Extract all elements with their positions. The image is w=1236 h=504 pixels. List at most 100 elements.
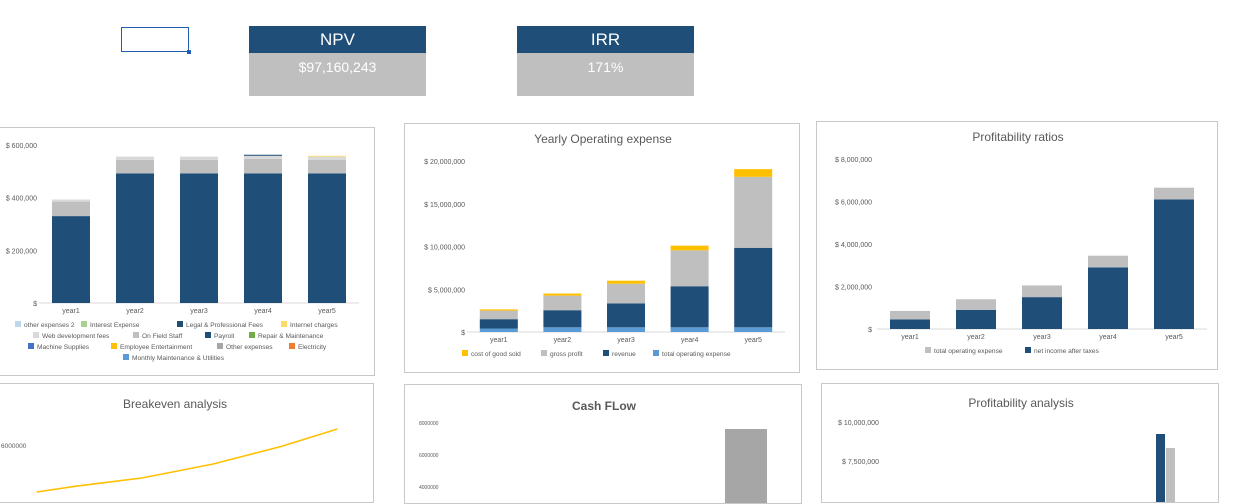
legend-label: Interest Expense — [90, 322, 140, 329]
legend-label: Electricity — [298, 344, 327, 351]
legend-label: Internet charges — [290, 322, 338, 329]
bar-segment — [52, 201, 90, 217]
y-tick-label: 4000000 — [419, 485, 439, 491]
legend-swatch — [249, 332, 255, 338]
analysis-chart-svg: Profitability analysis $ 10,000,000 $ 7,50… — [838, 396, 1175, 502]
npv-card: NPV $97,160,243 — [249, 26, 426, 96]
expenses-chart[interactable]: $ 600,000 $ 400,000 $ 200,000 $ year1 year2 ye… — [0, 127, 375, 376]
bar-segment — [479, 328, 518, 332]
bar-segment — [308, 173, 346, 303]
bar-segment — [479, 310, 518, 320]
legend-label: Other expenses — [226, 344, 273, 351]
legend-swatch — [289, 343, 295, 349]
bar-segment — [180, 173, 218, 303]
chart-title: Profitability ratios — [972, 130, 1063, 144]
bar-segment — [607, 280, 645, 284]
analysis-bar — [1156, 434, 1165, 502]
ratios-chart-svg: Profitability ratios $ 8,000,000 $ 6,000,0… — [835, 130, 1207, 355]
legend-swatch — [28, 343, 34, 349]
legend-label: Legal & Professional Fees — [186, 322, 264, 329]
legend-swatch — [111, 343, 117, 349]
bar-segment — [607, 283, 645, 304]
bar-segment — [116, 156, 154, 160]
legend-label: Web development fees — [42, 333, 110, 340]
legend-swatch — [15, 321, 21, 327]
legend-swatch — [133, 332, 139, 338]
legend-swatch — [1025, 347, 1031, 353]
bar-segment — [1088, 255, 1128, 268]
x-tick-label: year5 — [744, 337, 762, 344]
x-tick-label: year3 — [617, 337, 635, 344]
bar-segment — [1154, 199, 1194, 329]
legend-label: Employee Entertainment — [120, 344, 192, 351]
bar-segment — [670, 286, 709, 328]
x-tick-label: year4 — [1099, 334, 1117, 341]
bar-segment — [543, 293, 582, 296]
bar-segment — [479, 309, 518, 311]
bar-segment — [670, 327, 709, 332]
y-tick-label: $ 20,000,000 — [424, 159, 465, 166]
ratios-chart[interactable]: Profitability ratios $ 8,000,000 $ 6,000,0… — [816, 121, 1218, 370]
y-tick-label: $ 7,500,000 — [842, 459, 879, 466]
bar-segment — [180, 159, 218, 174]
irr-label: IRR — [517, 26, 694, 53]
expenses-chart-svg: $ 600,000 $ 400,000 $ 200,000 $ year1 year2 ye… — [6, 143, 359, 362]
y-tick-label: 6000000 — [419, 453, 439, 459]
bar-segment — [308, 159, 346, 174]
bar-segment — [308, 156, 346, 160]
legend-label: total operating expense — [662, 351, 731, 358]
cashflow-chart[interactable]: Cash FLow 8000000 6000000 4000000 — [404, 384, 802, 504]
x-tick-label: year3 — [1033, 334, 1051, 341]
x-tick-label: year1 — [62, 308, 80, 315]
cashflow-chart-svg: Cash FLow 8000000 6000000 4000000 — [419, 399, 767, 503]
legend-swatch — [653, 350, 659, 356]
selected-cell[interactable] — [121, 27, 191, 54]
legend-swatch — [123, 354, 129, 360]
bar-segment — [734, 327, 773, 332]
bar-segment — [1088, 267, 1128, 329]
bar-segment — [670, 245, 709, 251]
legend-label: cost of good sold — [471, 351, 521, 358]
chart-title: Breakeven analysis — [123, 397, 227, 411]
legend-label: Payroll — [214, 333, 235, 340]
bar-segment — [1022, 285, 1062, 298]
legend-label: On Field Staff — [142, 333, 182, 340]
bar-segment — [734, 176, 773, 248]
breakeven-chart-svg: Breakeven analysis 6000000 — [1, 397, 338, 493]
y-tick-label: $ 4,000,000 — [835, 242, 872, 249]
y-tick-label: $ 200,000 — [6, 248, 37, 255]
legend-swatch — [217, 343, 223, 349]
bar-segment — [244, 154, 282, 156]
opex-chart[interactable]: Yearly Operating expense $ 20,000,000 $ 15… — [404, 123, 800, 373]
y-tick-label: $ 10,000,000 — [838, 420, 879, 427]
analysis-bar — [1166, 448, 1175, 502]
x-tick-label: year1 — [901, 334, 919, 341]
legend-label: gross profit — [550, 351, 583, 358]
analysis-chart[interactable]: Profitability analysis $ 10,000,000 $ 7,50… — [821, 383, 1219, 503]
x-tick-label: year2 — [126, 308, 144, 315]
legend-swatch — [925, 347, 931, 353]
bar-segment — [543, 310, 582, 328]
y-tick-label: $ — [461, 330, 465, 337]
breakeven-chart[interactable]: Breakeven analysis 6000000 — [0, 383, 374, 503]
bar-segment — [308, 155, 346, 157]
x-tick-label: year1 — [490, 337, 508, 344]
legend-swatch — [177, 321, 183, 327]
chart-title: Cash FLow — [572, 399, 637, 413]
y-tick-label: $ 400,000 — [6, 196, 37, 203]
bar-segment — [116, 159, 154, 174]
y-tick-label: 8000000 — [419, 421, 439, 427]
legend-label: other expenses 2 — [24, 322, 75, 329]
x-tick-label: year2 — [967, 334, 985, 341]
irr-card: IRR 171% — [517, 26, 694, 96]
irr-value: 171% — [517, 53, 694, 96]
legend-label: net income after taxes — [1034, 348, 1100, 355]
y-tick-label: $ — [33, 301, 37, 308]
y-tick-label: $ 2,000,000 — [835, 285, 872, 292]
legend-swatch — [33, 332, 39, 338]
bar-segment — [956, 299, 996, 310]
bar-segment — [1022, 297, 1062, 329]
bar-segment — [116, 173, 154, 303]
breakeven-line — [36, 428, 338, 493]
y-tick-label: $ 5,000,000 — [428, 287, 465, 294]
